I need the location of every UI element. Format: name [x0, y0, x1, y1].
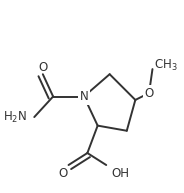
Text: O: O: [59, 167, 68, 180]
Text: H$_2$N: H$_2$N: [3, 109, 27, 125]
Text: N: N: [79, 90, 88, 103]
Text: CH$_3$: CH$_3$: [154, 58, 178, 73]
Text: O: O: [38, 61, 47, 74]
Text: OH: OH: [111, 167, 129, 180]
Text: O: O: [144, 87, 154, 100]
